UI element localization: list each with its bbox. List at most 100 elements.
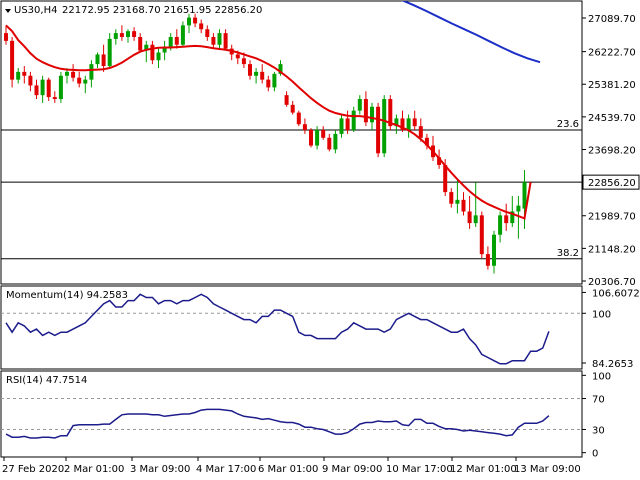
candle-body [235, 54, 240, 59]
candle-body [388, 99, 393, 127]
time-tick-label: 3 Mar 09:00 [130, 464, 190, 475]
candle-body [363, 99, 368, 123]
candle-body [217, 33, 222, 45]
price-tick-label: 23698.20 [588, 146, 636, 157]
candle-body [321, 130, 326, 138]
candle-body [278, 64, 283, 74]
time-tick-label: 13 Mar 09:00 [514, 464, 581, 475]
rsi-title: RSI(14) 47.7514 [6, 375, 87, 386]
candle-body [400, 118, 405, 131]
candle-body [522, 182, 527, 209]
candle-body [412, 118, 417, 127]
candle-body [180, 25, 185, 45]
candle-body [28, 75, 33, 86]
axes: 20306.70 21148.20 21989.70 23698.20 24539.70… [2, 14, 640, 475]
oscillator-line [5, 293, 550, 365]
candle-body [351, 110, 356, 131]
candle-body [10, 40, 15, 80]
candle-body [4, 33, 8, 41]
current-price-label: 22856.20 [588, 178, 636, 189]
candle-body [284, 95, 289, 105]
momentum-title: Momentum(14) 94.2583 [6, 290, 128, 301]
moving-averages [5, 1, 541, 220]
candle-body [424, 137, 429, 146]
time-tick-label: 2 Mar 01:00 [64, 464, 124, 475]
price-tick-label: 27089.70 [588, 14, 636, 25]
fast-ma-line [5, 24, 532, 220]
candle-body [406, 118, 411, 131]
rsi-plot [1, 398, 582, 439]
candle-body [83, 79, 88, 84]
candle-body [455, 199, 460, 204]
candle-body [126, 31, 130, 37]
momentum-panel-frame [0, 285, 583, 370]
candle-body [467, 211, 472, 224]
price-tick-label: 24539.70 [588, 113, 636, 124]
candle-body [333, 133, 338, 150]
candle-body [211, 36, 216, 45]
price-tick-label: 21989.70 [588, 212, 636, 223]
candle-body [107, 38, 112, 67]
current-price-tag [582, 174, 640, 190]
candle-body [156, 52, 161, 61]
price-tick-label: 25381.20 [588, 80, 636, 91]
time-tick-label: 6 Mar 01:00 [258, 464, 318, 475]
candle-body [370, 106, 374, 123]
level-label: 38.2 [557, 248, 579, 259]
candle-body [95, 54, 100, 65]
candle-body [193, 17, 198, 24]
candle-body [345, 118, 350, 131]
candle-body [101, 54, 106, 67]
candle-body [241, 58, 246, 65]
candle-body [138, 36, 143, 51]
price-tick-label: 26222.70 [588, 48, 636, 59]
time-tick-label: 4 Mar 17:00 [196, 464, 256, 475]
candle-body [327, 137, 332, 150]
osc-tick-label: 0 [592, 449, 598, 460]
candle-body [22, 71, 27, 76]
candle-body [498, 215, 503, 235]
candle-body [437, 157, 442, 165]
time-tick-label: 27 Feb 2020 [2, 464, 64, 475]
price-tick-label: 21148.20 [588, 244, 636, 255]
candle-body [376, 106, 381, 154]
time-tick-label: 9 Mar 09:00 [322, 464, 382, 475]
candle-body [40, 79, 45, 96]
candle-body [302, 124, 307, 131]
candle-body [473, 215, 478, 224]
candle-body [46, 79, 51, 98]
candle-body [492, 234, 496, 266]
time-tick-label: 10 Mar 17:00 [386, 464, 453, 475]
osc-tick-label: 84.2653 [592, 359, 633, 370]
main-chart-frame [0, 0, 583, 285]
candle-body [504, 215, 509, 224]
candle-body [150, 44, 155, 61]
ohlc-values: 22172.95 23168.70 21651.95 22856.20 [62, 5, 262, 16]
symbol-label: US30,H4 [14, 5, 57, 16]
dropdown-triangle-icon[interactable] [5, 9, 11, 13]
candle-body [382, 99, 387, 154]
candle-body [65, 71, 69, 76]
osc-tick-label: 106.6072 [592, 288, 640, 299]
candle-body [516, 205, 521, 212]
candle-body [315, 130, 320, 146]
oscillator-line [5, 408, 550, 439]
candle-body [443, 164, 448, 193]
candle-body [260, 71, 265, 80]
candle-body [174, 36, 179, 45]
price-tick-label: 20306.70 [588, 277, 636, 288]
candle-body [418, 126, 423, 138]
candle-body [272, 73, 277, 88]
candle-body [485, 254, 490, 266]
candle-body [16, 71, 21, 80]
slow-ma-line [401, 1, 541, 64]
momentum-plot [1, 293, 582, 365]
osc-tick-label: 70 [592, 395, 605, 406]
candle-body [144, 44, 149, 51]
candle-body [58, 75, 63, 100]
candle-body [34, 85, 39, 96]
candle-body [162, 46, 167, 53]
osc-tick-label: 100 [592, 309, 611, 320]
candle-body [290, 104, 295, 113]
osc-tick-label: 30 [592, 425, 605, 436]
